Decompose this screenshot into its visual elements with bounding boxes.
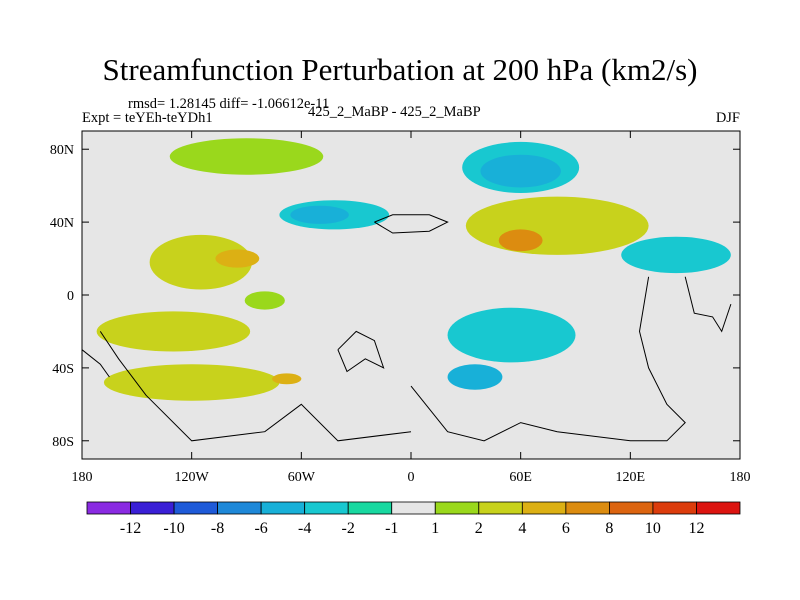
colorbar-bin	[652, 501, 697, 515]
colorbar-bin	[696, 501, 741, 515]
anomaly-n-atlantic-low-core	[480, 154, 561, 188]
colorbar: -12 -10 -8 -6 -4 -2 -1 1 2 4 6 8 10 12	[86, 501, 741, 537]
y-tick-label: 0	[67, 289, 74, 304]
x-tick-label: 120W	[175, 470, 210, 485]
anomaly-americas-high	[149, 234, 252, 290]
coastline-segment	[82, 349, 110, 378]
season-label: DJF	[715, 110, 740, 126]
colorbar-label: -10	[163, 520, 184, 537]
coastline-segment	[684, 276, 732, 333]
plot-background	[82, 131, 740, 459]
colorbar-bin	[391, 501, 436, 515]
y-tick-label: 40N	[50, 216, 74, 231]
colorbar-label: 1	[431, 520, 439, 537]
anomaly-asia-high	[465, 196, 649, 255]
coastline-segment	[410, 276, 686, 442]
anomaly-fields	[96, 138, 731, 401]
x-tick-label: 120E	[616, 470, 646, 485]
colorbar-bin	[609, 501, 654, 515]
x-tick-label: 60W	[288, 470, 316, 485]
coastline-segment	[99, 331, 412, 442]
coastline-segment	[374, 214, 449, 234]
y-axis: 80N 40N 0 40S 80S	[50, 143, 740, 450]
colorbar-bin	[347, 501, 393, 515]
colorbar-bin	[565, 501, 610, 515]
anomaly-indian-low	[447, 307, 576, 363]
anomaly-equatorial-high	[244, 291, 285, 310]
x-tick-label: 0	[408, 470, 415, 485]
colorbar-label: -4	[298, 520, 311, 537]
colorbar-bin	[521, 501, 567, 515]
colorbar-label: 2	[475, 520, 483, 537]
colorbar-label: 6	[562, 520, 570, 537]
colorbar-label: -2	[342, 520, 355, 537]
y-tick-label: 80S	[52, 435, 74, 450]
colorbar-bin	[173, 501, 218, 515]
x-tick-label: 180	[72, 470, 93, 485]
y-tick-label: 40S	[52, 362, 74, 377]
anomaly-n-pacific-high	[169, 138, 324, 175]
colorbar-bin	[434, 501, 480, 515]
x-axis: 180 120W 60W 0 60E 120E 180	[72, 131, 751, 485]
colorbar-bin	[260, 501, 306, 515]
anomaly-europe-low-core	[290, 205, 349, 224]
anomaly-americas-high-core	[215, 249, 260, 268]
coastlines	[82, 214, 732, 442]
chart-title: Streamfunction Perturbation at 200 hPa (…	[102, 52, 698, 87]
colorbar-label: -1	[385, 520, 398, 537]
colorbar-label: -6	[254, 520, 267, 537]
anomaly-s-ocean-high	[103, 364, 280, 401]
colorbar-bin	[478, 501, 523, 515]
colorbar-bin	[217, 501, 262, 515]
anomaly-s-atlantic-low	[447, 364, 503, 390]
anomaly-s-pacific-high	[96, 311, 251, 352]
colorbar-label: 4	[518, 520, 526, 537]
colorbar-label: -8	[211, 520, 224, 537]
anomaly-s-ocean-high-core	[272, 373, 302, 385]
experiment-label: Expt = teYEh-teYDh1	[82, 110, 213, 126]
colorbar-bin	[130, 501, 175, 515]
x-tick-label: 60E	[509, 470, 532, 485]
colorbar-label: 8	[605, 520, 613, 537]
colorbar-label: 12	[688, 520, 704, 537]
colorbar-bin	[304, 501, 349, 515]
x-tick-label: 180	[730, 470, 751, 485]
colorbar-bin	[86, 501, 131, 515]
colorbar-label: -12	[120, 520, 141, 537]
stats-label: rmsd= 1.28145 diff= -1.06612e-11	[128, 96, 330, 112]
run-label: 425_2_MaBP - 425_2_MaBP	[308, 104, 481, 120]
colorbar-label: 10	[645, 520, 661, 537]
y-tick-label: 80N	[50, 143, 74, 158]
coastline-segment	[337, 330, 385, 373]
anomaly-pacific-low	[621, 236, 731, 274]
anomaly-asia-high-core	[498, 229, 543, 252]
